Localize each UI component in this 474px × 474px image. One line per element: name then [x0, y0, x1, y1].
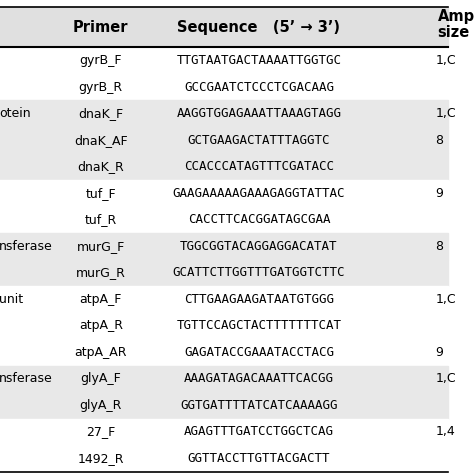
Text: atpA_R: atpA_R	[79, 319, 123, 332]
Text: GCATTCTTGGTTTGATGGTCTTC: GCATTCTTGGTTTGATGGTCTTC	[173, 266, 345, 279]
Text: GCTGAAGACTATTTAGGTC: GCTGAAGACTATTTAGGTC	[188, 134, 330, 146]
Text: dnaK_R: dnaK_R	[77, 160, 124, 173]
Text: nsferase: nsferase	[0, 373, 53, 385]
Text: 1,C: 1,C	[436, 373, 456, 385]
Text: 27_F: 27_F	[86, 425, 115, 438]
Text: 1,C: 1,C	[436, 293, 456, 306]
Text: GGTGATTTTATCATCAAAAGG: GGTGATTTTATCATCAAAAGG	[180, 399, 337, 412]
Bar	[0, 100, 447, 127]
Text: TGTTCCAGCTACTTTTTTTCAT: TGTTCCAGCTACTTTTTTTCAT	[176, 319, 341, 332]
Bar	[0, 419, 447, 445]
Text: atpA_F: atpA_F	[80, 293, 122, 306]
Text: murG_F: murG_F	[77, 240, 125, 253]
Bar	[0, 47, 447, 74]
Text: glyA_F: glyA_F	[81, 373, 121, 385]
Text: murG_R: murG_R	[76, 266, 126, 279]
Text: Sequence   (5’ → 3’): Sequence (5’ → 3’)	[177, 20, 340, 35]
Bar	[0, 7, 447, 47]
Text: 9: 9	[436, 346, 443, 359]
Text: 9: 9	[436, 187, 443, 200]
Bar	[0, 207, 447, 233]
Text: GAAGAAAAAGAAAGAGGTATTAC: GAAGAAAAAGAAAGAGGTATTAC	[173, 187, 345, 200]
Text: Primer: Primer	[73, 20, 128, 35]
Text: AAGGTGGAGAAATTAAAGTAGG: AAGGTGGAGAAATTAAAGTAGG	[176, 107, 341, 120]
Bar	[0, 365, 447, 392]
Text: CTTGAAGAAGATAATGTGGG: CTTGAAGAAGATAATGTGGG	[184, 293, 334, 306]
Text: gyrB_F: gyrB_F	[80, 54, 122, 67]
Text: dnaK_AF: dnaK_AF	[74, 134, 128, 146]
Bar	[0, 127, 447, 154]
Bar	[0, 445, 447, 472]
Text: GAGATACCGAAATACCTACG: GAGATACCGAAATACCTACG	[184, 346, 334, 359]
Text: CCACCCATAGTTTCGATACC: CCACCCATAGTTTCGATACC	[184, 160, 334, 173]
Text: tuf_F: tuf_F	[85, 187, 116, 200]
Text: 1,C: 1,C	[436, 54, 456, 67]
Bar	[0, 286, 447, 312]
Text: otein: otein	[0, 107, 31, 120]
Bar	[0, 180, 447, 207]
Text: CACCTTCACGGATAGCGAA: CACCTTCACGGATAGCGAA	[188, 213, 330, 226]
Bar	[0, 260, 447, 286]
Text: glyA_R: glyA_R	[80, 399, 122, 412]
Bar	[0, 312, 447, 339]
Text: 8: 8	[436, 240, 443, 253]
Bar	[0, 154, 447, 180]
Bar	[0, 392, 447, 419]
Text: 8: 8	[436, 134, 443, 146]
Text: 1,C: 1,C	[436, 107, 456, 120]
Text: 1492_R: 1492_R	[78, 452, 124, 465]
Text: GGTTACCTTGTTACGACTT: GGTTACCTTGTTACGACTT	[188, 452, 330, 465]
Text: AAAGATAGACAAATTCACGG: AAAGATAGACAAATTCACGG	[184, 373, 334, 385]
Text: TGGCGGTACAGGAGGACATAT: TGGCGGTACAGGAGGACATAT	[180, 240, 337, 253]
Text: TTGTAATGACTAAAATTGGTGC: TTGTAATGACTAAAATTGGTGC	[176, 54, 341, 67]
Text: atpA_AR: atpA_AR	[74, 346, 127, 359]
Bar	[0, 74, 447, 100]
Text: unit: unit	[0, 293, 24, 306]
Text: AGAGTTTGATCCTGGCTCAG: AGAGTTTGATCCTGGCTCAG	[184, 425, 334, 438]
Text: gyrB_R: gyrB_R	[79, 81, 123, 94]
Text: GCCGAATCTCCCTCGACAAG: GCCGAATCTCCCTCGACAAG	[184, 81, 334, 94]
Bar	[0, 339, 447, 365]
Text: nsferase: nsferase	[0, 240, 53, 253]
Text: Amp
size: Amp size	[438, 9, 474, 40]
Text: tuf_R: tuf_R	[85, 213, 117, 226]
Bar	[0, 233, 447, 260]
Text: dnaK_F: dnaK_F	[78, 107, 123, 120]
Text: 1,4: 1,4	[436, 425, 455, 438]
